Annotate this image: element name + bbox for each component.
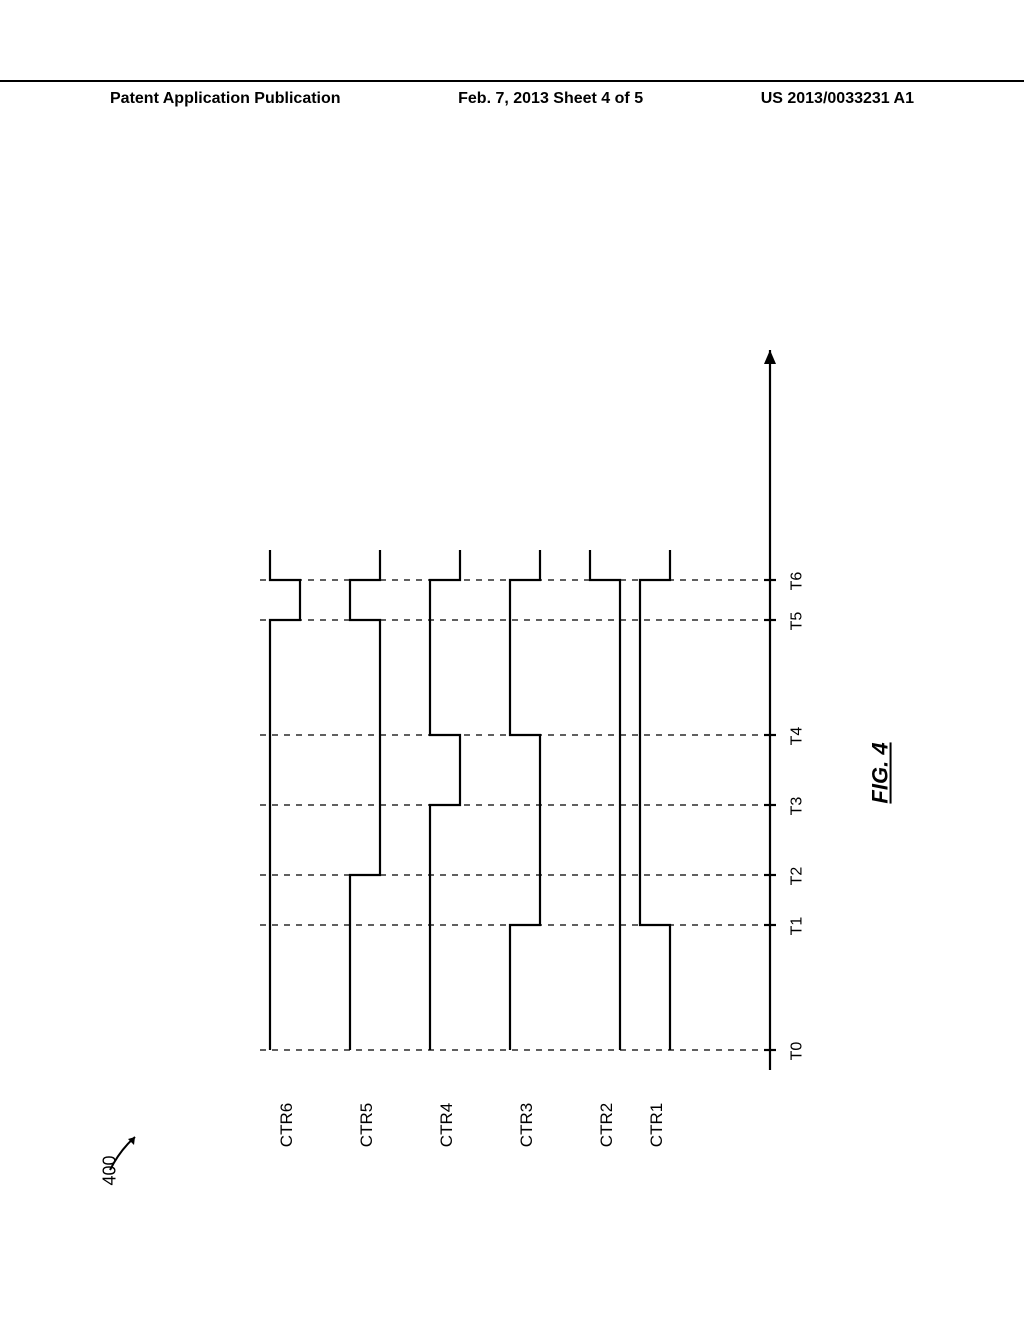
time-label-t3: T3 [788, 797, 806, 816]
chart-svg [0, 180, 1024, 1230]
signal-label-ctr2: CTR2 [597, 1103, 617, 1147]
page-header: Patent Application Publication Feb. 7, 2… [0, 80, 1024, 108]
header-center: Feb. 7, 2013 Sheet 4 of 5 [458, 90, 643, 108]
time-label-t0: T0 [788, 1042, 806, 1061]
signal-label-ctr5: CTR5 [357, 1103, 377, 1147]
signal-label-ctr6: CTR6 [277, 1103, 297, 1147]
header-right: US 2013/0033231 A1 [761, 90, 914, 108]
signal-label-ctr3: CTR3 [517, 1103, 537, 1147]
time-label-t6: T6 [788, 572, 806, 591]
header-left: Patent Application Publication [110, 90, 341, 108]
time-label-t4: T4 [788, 727, 806, 746]
time-label-t2: T2 [788, 867, 806, 886]
timing-diagram: 400 CTR6CTR5CTR4CTR3CTR2CTR1 T0T1T2T3T4T… [0, 180, 1024, 1180]
time-label-t5: T5 [788, 612, 806, 631]
signal-label-ctr4: CTR4 [437, 1103, 457, 1147]
figure-label: FIG. 4 [868, 742, 894, 803]
time-label-t1: T1 [788, 917, 806, 936]
signal-label-ctr1: CTR1 [647, 1103, 667, 1147]
